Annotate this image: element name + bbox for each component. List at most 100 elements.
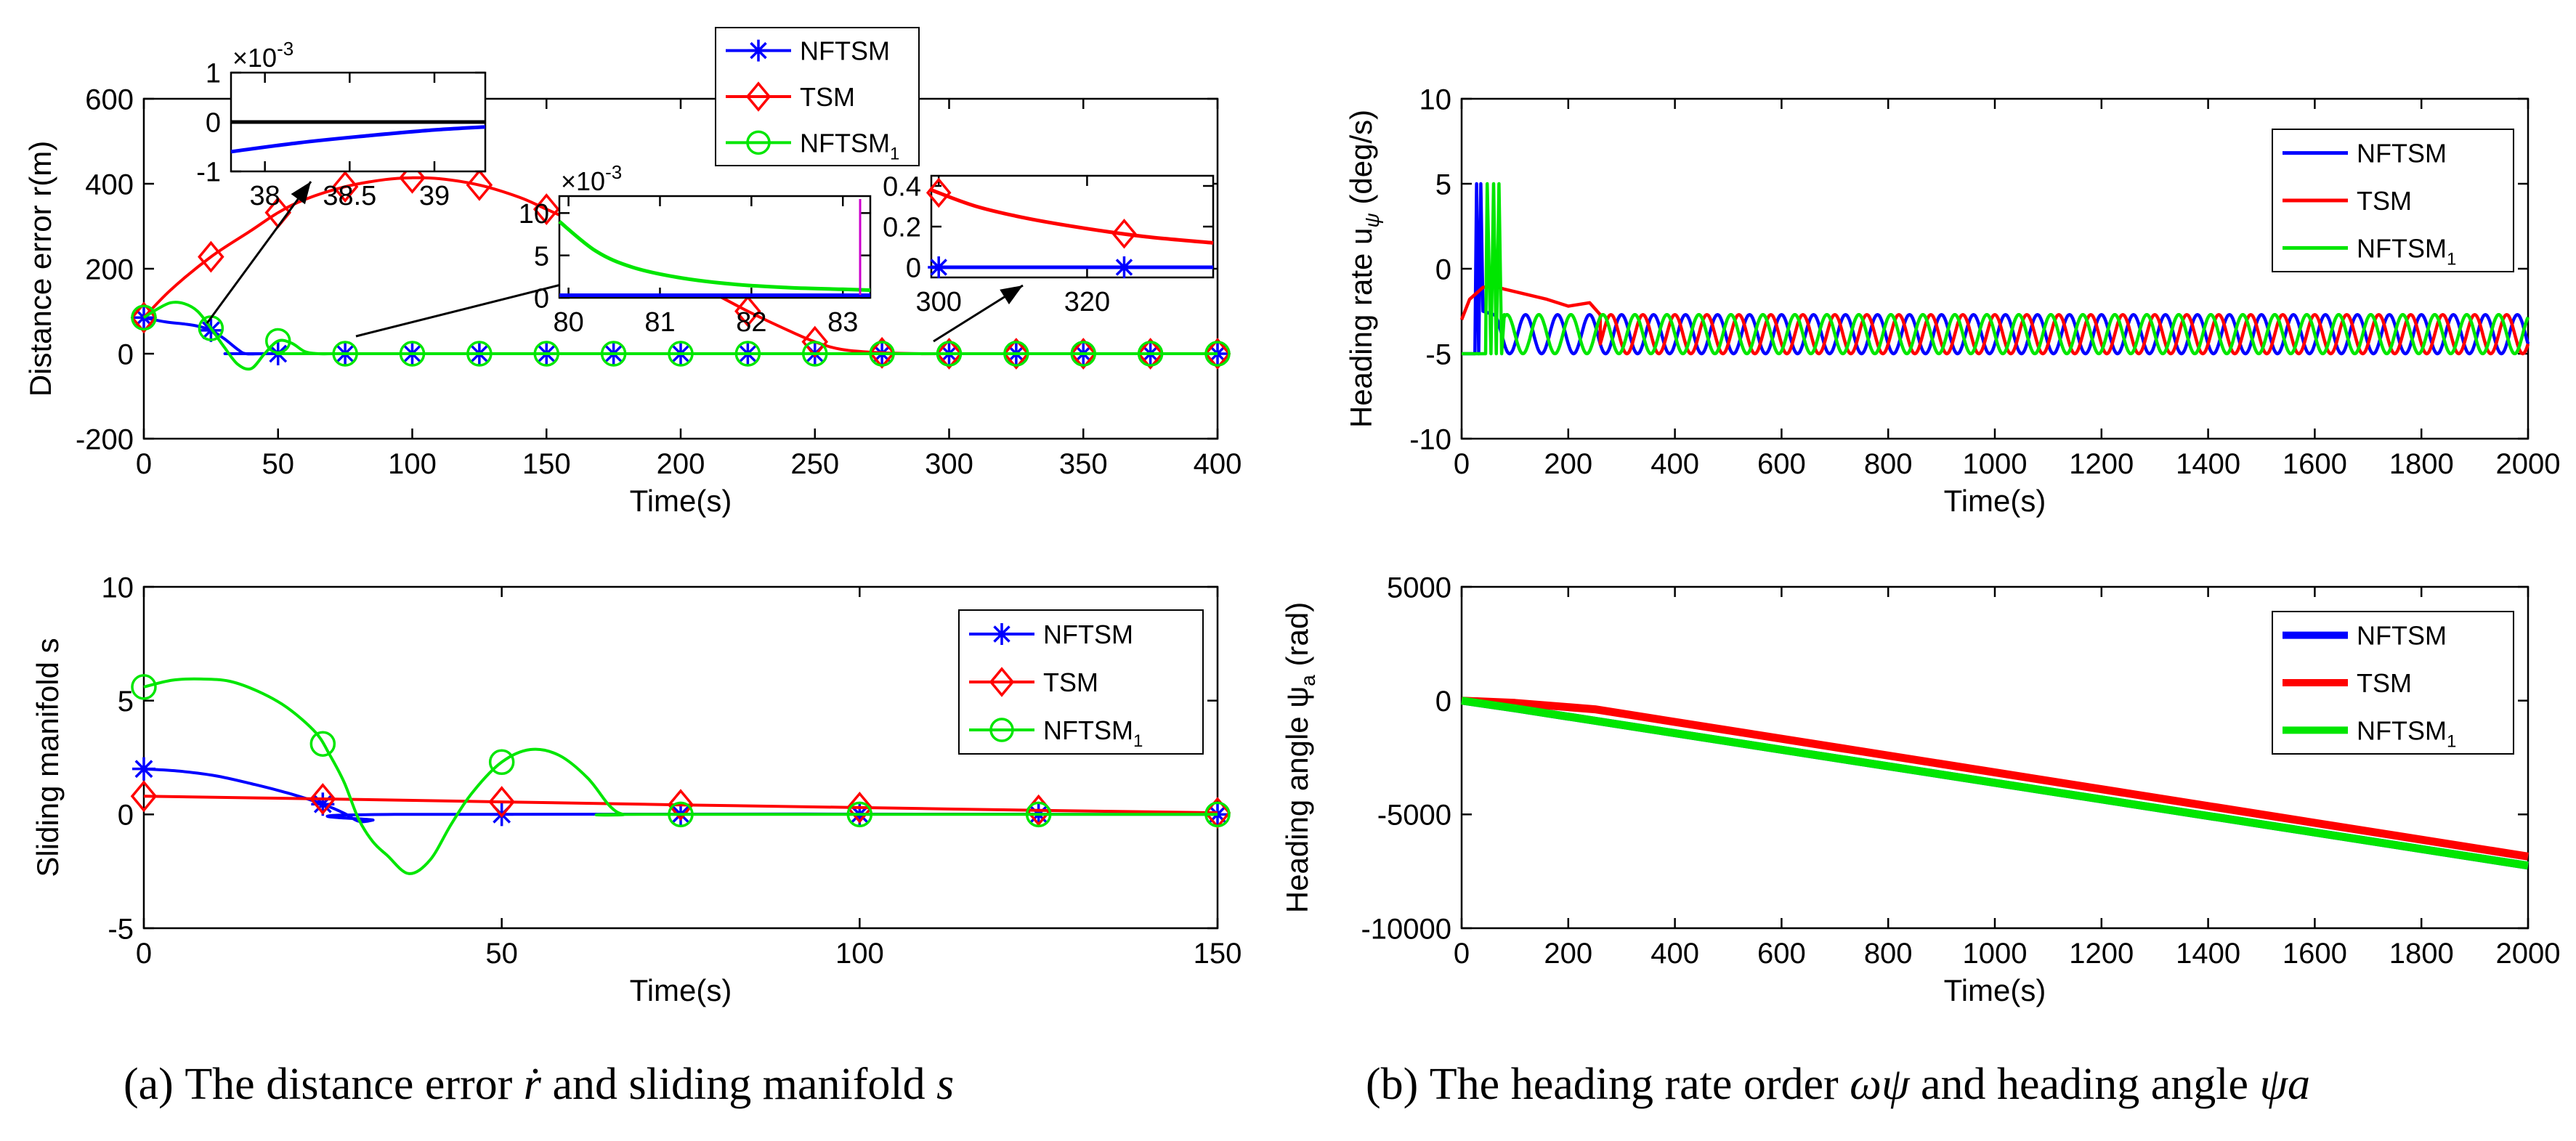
marker-TSM [1204,338,1231,370]
x-tick-label: 1200 [2069,938,2134,970]
x-tick-label: 38.5 [323,181,376,211]
marker-NFTSM1 [936,341,963,367]
caption-b-label: (b) [1366,1060,1419,1109]
x-tick-label: 38 [250,181,280,211]
x-tick-label: 200 [1544,938,1592,970]
x-axis-label: Time(s) [1944,973,2046,1007]
x-tick-label: 300 [925,448,973,480]
x-tick-label: 350 [1059,448,1108,480]
marker-TSM [130,780,158,813]
marker-NFTSM [311,792,335,816]
x-tick-label: 83 [827,307,858,338]
marker-NFTSM1 [131,304,157,331]
marker-TSM [936,338,963,370]
inset-series-NFTSM [230,125,486,154]
x-axis-label: Time(s) [630,973,732,1007]
y-tick-label: 0.4 [883,172,921,203]
x-tick-label: 800 [1864,448,1913,480]
marker-NFTSM1 [1070,341,1096,367]
x-tick-label: 1800 [2389,938,2454,970]
marker-TSM [1069,338,1097,370]
legend-subscript: 1 [890,144,899,163]
marker-NFTSM1 [1204,341,1231,367]
y-tick-label: -1 [196,158,221,188]
y-tick-label: -10000 [1361,913,1451,945]
x-tick-label: 1600 [2283,938,2347,970]
y-axis-label: Distance error r(m) [23,141,57,397]
inset-marker-TSM [1111,219,1137,249]
inset-marker-NFTSM-shape [928,256,950,278]
y-tick-label: 0 [534,284,549,314]
y-tick-label: 600 [85,84,134,115]
y-tick-label: 5 [534,241,549,272]
y-tick-label: 1 [206,59,221,89]
legend-label-TSM: TSM [800,82,855,112]
legend-marker-NFTSM [991,623,1013,645]
legend-marker-TSM [989,667,1015,697]
inset-marker-NFTSM [1113,256,1135,278]
marker-TSM [488,786,515,819]
marker-TSM [868,336,896,369]
marker-TSM [399,161,426,194]
legend-label-NFTSM: NFTSM [2357,139,2447,168]
y-axis-label: Heading angle ψa (rad) [1280,602,1319,913]
marker-TSM [801,325,829,358]
legend-marker-NFTSM-shape [991,623,1013,645]
y-tick-label: 0 [206,108,221,139]
inset-inset3: 300 320 0 0.2 0.4 [883,172,1215,317]
y-tick-label: -5 [108,913,134,945]
y-tick-label: 0 [1435,686,1451,718]
x-tick-label: 1400 [2176,448,2240,480]
inset-marker-TSM [926,177,952,208]
marker-NFTSM1 [1025,801,1052,828]
legend-label-TSM: TSM [2357,186,2412,216]
marker-NFTSM1 [466,341,493,367]
marker-NFTSM-shape [311,792,335,816]
x-tick-label: 150 [1194,938,1242,970]
legend-marker-NFTSM1 [989,718,1014,742]
caption-a: (a) The distance error ṙ and sliding man… [123,1059,954,1124]
y-tick-label: -10 [1409,423,1451,455]
y-tick-label: 10 [519,199,549,230]
marker-NFTSM1 [309,731,336,757]
y-tick-label: 0.2 [883,213,921,243]
caption-a-sym1: ṙ [523,1060,541,1109]
x-tick-label: 200 [657,448,705,480]
marker-NFTSM [132,757,155,781]
x-axis-label: Time(s) [630,484,732,518]
caption-b-mid: and heading angle [1920,1060,2249,1109]
legend-label-TSM: TSM [1043,667,1098,697]
marker-TSM [331,171,359,203]
ylabel-units: (deg/s) [1344,110,1378,213]
x-tick-label: 400 [1650,448,1699,480]
marker-NFTSM1 [533,341,559,367]
x-tick-label: 50 [262,448,295,480]
marker-TSM [734,295,761,328]
marker-TSM [846,791,873,824]
x-tick-label: 100 [835,938,884,970]
marker-NFTSM1 [332,341,358,367]
x-tick-label: 100 [388,448,437,480]
x-tick-label: 200 [1544,448,1592,480]
marker-NFTSM1 [734,341,761,367]
x-tick-label: 300 [916,287,962,317]
x-tick-label: 1000 [1963,448,2028,480]
series-TSM [143,795,1218,815]
marker-TSM [198,240,224,273]
x-tick-label: 600 [1757,448,1806,480]
legend-marker-NFTSM1 [746,130,771,155]
legend-subscript: 1 [1133,731,1143,751]
legend-marker-TSM [745,81,771,112]
chart-heading-rate: 0 200 400 600 800 1000 1200 1400 1600 1800 2000 -10… [1344,84,2560,518]
zoom-arrow [355,276,591,338]
marker-TSM [1137,338,1164,370]
chart-distance-error: 0 50 100 150 200 250 300 350 400-2000200400600Ti… [23,27,1242,518]
x-tick-label: 320 [1064,287,1110,317]
x-tick-label: 50 [485,938,518,970]
x-tick-label: 800 [1864,938,1913,970]
legend-label-NFTSM: NFTSM [800,36,890,66]
legend-subscript: 1 [2447,731,2456,751]
series-TSM [1459,284,2530,356]
y-tick-label: 0 [118,800,134,832]
